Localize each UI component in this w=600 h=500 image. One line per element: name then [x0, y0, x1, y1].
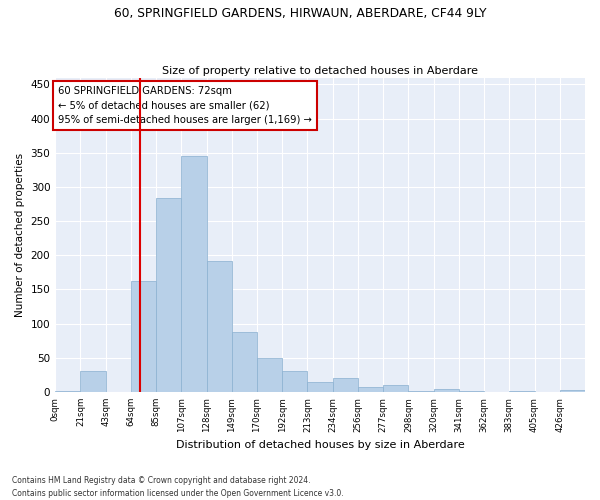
Bar [459, 390, 484, 392]
Bar [332, 378, 358, 392]
Bar [560, 390, 585, 392]
Title: Size of property relative to detached houses in Aberdare: Size of property relative to detached ho… [162, 66, 478, 76]
Bar [509, 390, 535, 392]
Bar [156, 198, 181, 392]
Bar [383, 385, 409, 392]
Bar [358, 387, 383, 392]
Bar [181, 156, 206, 392]
Bar [434, 388, 459, 392]
Text: 60 SPRINGFIELD GARDENS: 72sqm
← 5% of detached houses are smaller (62)
95% of se: 60 SPRINGFIELD GARDENS: 72sqm ← 5% of de… [58, 86, 311, 125]
Bar [80, 372, 106, 392]
Bar [257, 358, 282, 392]
Bar [232, 332, 257, 392]
Bar [307, 382, 332, 392]
Bar [131, 280, 156, 392]
Bar [409, 391, 434, 392]
Text: Contains HM Land Registry data © Crown copyright and database right 2024.
Contai: Contains HM Land Registry data © Crown c… [12, 476, 344, 498]
Bar [55, 390, 80, 392]
Y-axis label: Number of detached properties: Number of detached properties [15, 152, 25, 317]
Bar [206, 262, 232, 392]
X-axis label: Distribution of detached houses by size in Aberdare: Distribution of detached houses by size … [176, 440, 464, 450]
Text: 60, SPRINGFIELD GARDENS, HIRWAUN, ABERDARE, CF44 9LY: 60, SPRINGFIELD GARDENS, HIRWAUN, ABERDA… [114, 8, 486, 20]
Bar [282, 372, 307, 392]
